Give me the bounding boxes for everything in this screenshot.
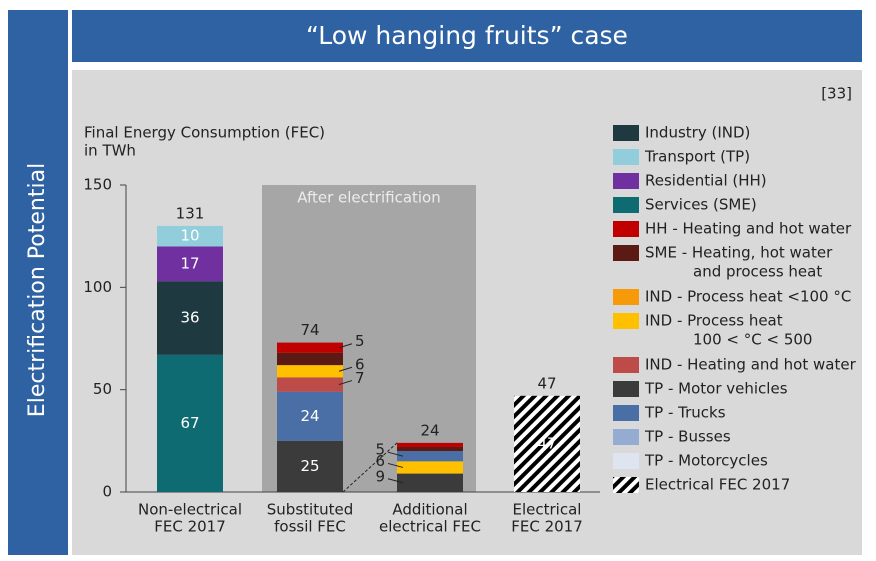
legend-label: Industry (IND) <box>645 124 750 142</box>
y-axis-label: in TWh <box>84 142 136 160</box>
legend-swatch <box>613 197 639 213</box>
bar-segment <box>397 461 463 474</box>
legend-label: TP - Trucks <box>644 404 726 422</box>
bar-segment <box>397 451 463 462</box>
bar-label: 24 <box>300 407 319 425</box>
x-tick-label: FEC 2017 <box>154 518 226 536</box>
legend-swatch <box>613 453 639 469</box>
total-label: 47 <box>537 374 556 392</box>
total-label: 24 <box>420 421 439 439</box>
bar-label: 67 <box>180 414 199 432</box>
bar-segment <box>397 442 463 447</box>
legend-label: TP - Busses <box>644 428 731 446</box>
bar-label: 5 <box>355 332 365 350</box>
bar-label: 6 <box>355 356 365 374</box>
x-tick-label: electrical FEC <box>379 518 481 536</box>
bar-segment <box>514 395 580 492</box>
legend-label: HH - Heating and hot water <box>645 220 852 238</box>
y-tick-label: 100 <box>83 278 112 296</box>
bar-label: 5 <box>375 441 385 459</box>
side-title: Electrification Potential <box>25 163 50 417</box>
title-banner <box>72 10 862 62</box>
bar-segment <box>157 246 223 282</box>
legend-label: SME - Heating, hot water <box>645 244 833 262</box>
bar-segment <box>277 440 343 492</box>
legend-swatch <box>613 477 639 493</box>
legend-swatch <box>613 125 639 141</box>
source: [33] <box>821 85 852 103</box>
bar-label: 36 <box>180 309 199 327</box>
bar-label: 6 <box>375 452 385 470</box>
y-axis-label: Final Energy Consumption (FEC) <box>84 124 325 142</box>
bar-label: 10 <box>180 227 199 245</box>
annotation: After electrification <box>297 189 441 207</box>
legend-label: and process heat <box>693 263 822 281</box>
bar-segment <box>157 281 223 355</box>
x-tick-label: FEC 2017 <box>511 518 583 536</box>
total-label: 74 <box>300 321 319 339</box>
bar-label: 47 <box>537 434 556 452</box>
bar-label: 7 <box>355 369 365 387</box>
legend-label: Electrical FEC 2017 <box>645 476 790 494</box>
bar-label: 17 <box>180 254 199 272</box>
legend-label: 100 < °C < 500 <box>693 331 812 349</box>
total-label: 131 <box>176 204 205 222</box>
bar-segment <box>397 473 463 492</box>
callout-line <box>338 380 353 386</box>
callout-line <box>387 462 404 468</box>
legend-swatch <box>613 381 639 397</box>
bar-segment <box>157 225 223 247</box>
bar-segment <box>397 446 463 452</box>
y-tick-label: 150 <box>83 176 112 194</box>
bar-segment <box>277 365 343 378</box>
y-tick-label: 50 <box>93 380 112 398</box>
callout-line <box>387 451 404 457</box>
x-tick-label: Electrical <box>513 501 582 519</box>
legend-swatch <box>613 357 639 373</box>
legend-label: IND - Heating and hot water <box>645 356 857 374</box>
bar-segment <box>157 354 223 492</box>
callout-line <box>338 343 353 349</box>
bar-segment <box>277 352 343 366</box>
bar-segment <box>277 377 343 392</box>
side-bar <box>8 10 68 555</box>
x-tick-label: Non-electrical <box>138 501 242 519</box>
legend-label: Residential (HH) <box>645 172 767 190</box>
callout-line <box>338 366 353 372</box>
chart-title: “Low hanging fruits” case <box>306 21 628 50</box>
legend-swatch <box>613 313 639 329</box>
bar-label: 25 <box>300 457 319 475</box>
callout-line <box>387 478 404 484</box>
bar-label: 9 <box>375 467 385 485</box>
legend-swatch <box>613 245 639 261</box>
x-tick-label: Additional <box>392 501 467 519</box>
legend-label: IND - Process heat <100 °C <box>645 288 851 306</box>
legend-swatch <box>613 289 639 305</box>
legend-label: IND - Process heat <box>645 312 783 330</box>
legend-swatch <box>613 149 639 165</box>
x-tick-label: Substituted <box>267 501 353 519</box>
legend-swatch <box>613 173 639 189</box>
y-tick-label: 0 <box>102 483 112 501</box>
legend-swatch <box>613 429 639 445</box>
connector <box>342 442 398 493</box>
legend-label: Transport (TP) <box>644 148 750 166</box>
legend-label: Services (SME) <box>645 196 757 214</box>
legend-swatch <box>613 221 639 237</box>
bar-segment <box>277 342 343 353</box>
legend-label: TP - Motorcycles <box>644 452 768 470</box>
legend-swatch <box>613 405 639 421</box>
bar-segment <box>277 391 343 441</box>
legend-label: TP - Motor vehicles <box>644 380 788 398</box>
x-tick-label: fossil FEC <box>274 518 346 536</box>
